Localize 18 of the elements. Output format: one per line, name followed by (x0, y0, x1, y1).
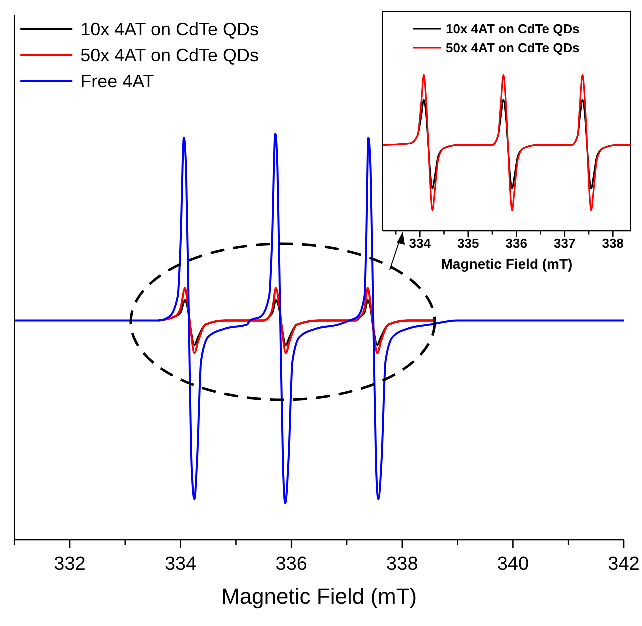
x-tick-label: 337 (554, 236, 576, 251)
x-tick-label: 340 (497, 554, 530, 575)
x-tick-label: 342 (608, 554, 640, 575)
x-tick-label: 336 (506, 236, 528, 251)
x-tick-label: 334 (164, 554, 198, 575)
legend-label: 50x 4AT on CdTe QDs (80, 45, 260, 66)
x-axis-title: Magnetic Field (mT) (222, 584, 418, 609)
x-tick-label: 332 (54, 554, 86, 575)
legend-label: Free 4AT (80, 71, 154, 92)
x-tick-label: 334 (409, 236, 432, 251)
legend-label: 10x 4AT on CdTe QDs (80, 19, 260, 40)
x-tick-label: 338 (602, 236, 624, 251)
legend-label: 50x 4AT on CdTe QDs (446, 40, 580, 56)
legend-label: 10x 4AT on CdTe QDs (446, 22, 580, 37)
x-tick-label: 336 (276, 554, 308, 575)
x-tick-label: 338 (386, 554, 418, 575)
x-axis-title: Magnetic Field (mT) (441, 256, 573, 272)
x-tick-label: 335 (458, 236, 480, 251)
